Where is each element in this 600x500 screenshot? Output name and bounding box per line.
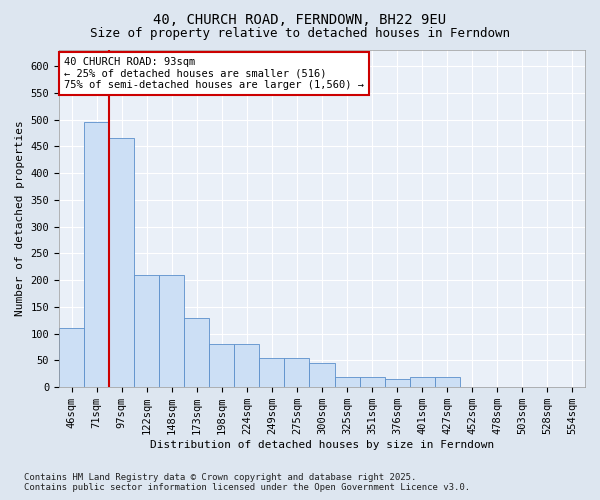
Text: Contains HM Land Registry data © Crown copyright and database right 2025.
Contai: Contains HM Land Registry data © Crown c… bbox=[24, 473, 470, 492]
Bar bbox=[284, 358, 310, 387]
Bar bbox=[84, 122, 109, 387]
X-axis label: Distribution of detached houses by size in Ferndown: Distribution of detached houses by size … bbox=[150, 440, 494, 450]
Bar bbox=[134, 275, 159, 387]
Bar bbox=[159, 275, 184, 387]
Bar bbox=[109, 138, 134, 387]
Bar bbox=[310, 363, 335, 387]
Bar bbox=[435, 376, 460, 387]
Bar bbox=[385, 379, 410, 387]
Bar bbox=[335, 376, 359, 387]
Bar bbox=[259, 358, 284, 387]
Bar bbox=[410, 376, 435, 387]
Text: 40 CHURCH ROAD: 93sqm
← 25% of detached houses are smaller (516)
75% of semi-det: 40 CHURCH ROAD: 93sqm ← 25% of detached … bbox=[64, 56, 364, 90]
Bar bbox=[59, 328, 84, 387]
Bar bbox=[209, 344, 235, 387]
Bar bbox=[235, 344, 259, 387]
Y-axis label: Number of detached properties: Number of detached properties bbox=[15, 120, 25, 316]
Text: 40, CHURCH ROAD, FERNDOWN, BH22 9EU: 40, CHURCH ROAD, FERNDOWN, BH22 9EU bbox=[154, 12, 446, 26]
Bar bbox=[184, 318, 209, 387]
Text: Size of property relative to detached houses in Ferndown: Size of property relative to detached ho… bbox=[90, 28, 510, 40]
Bar bbox=[359, 376, 385, 387]
